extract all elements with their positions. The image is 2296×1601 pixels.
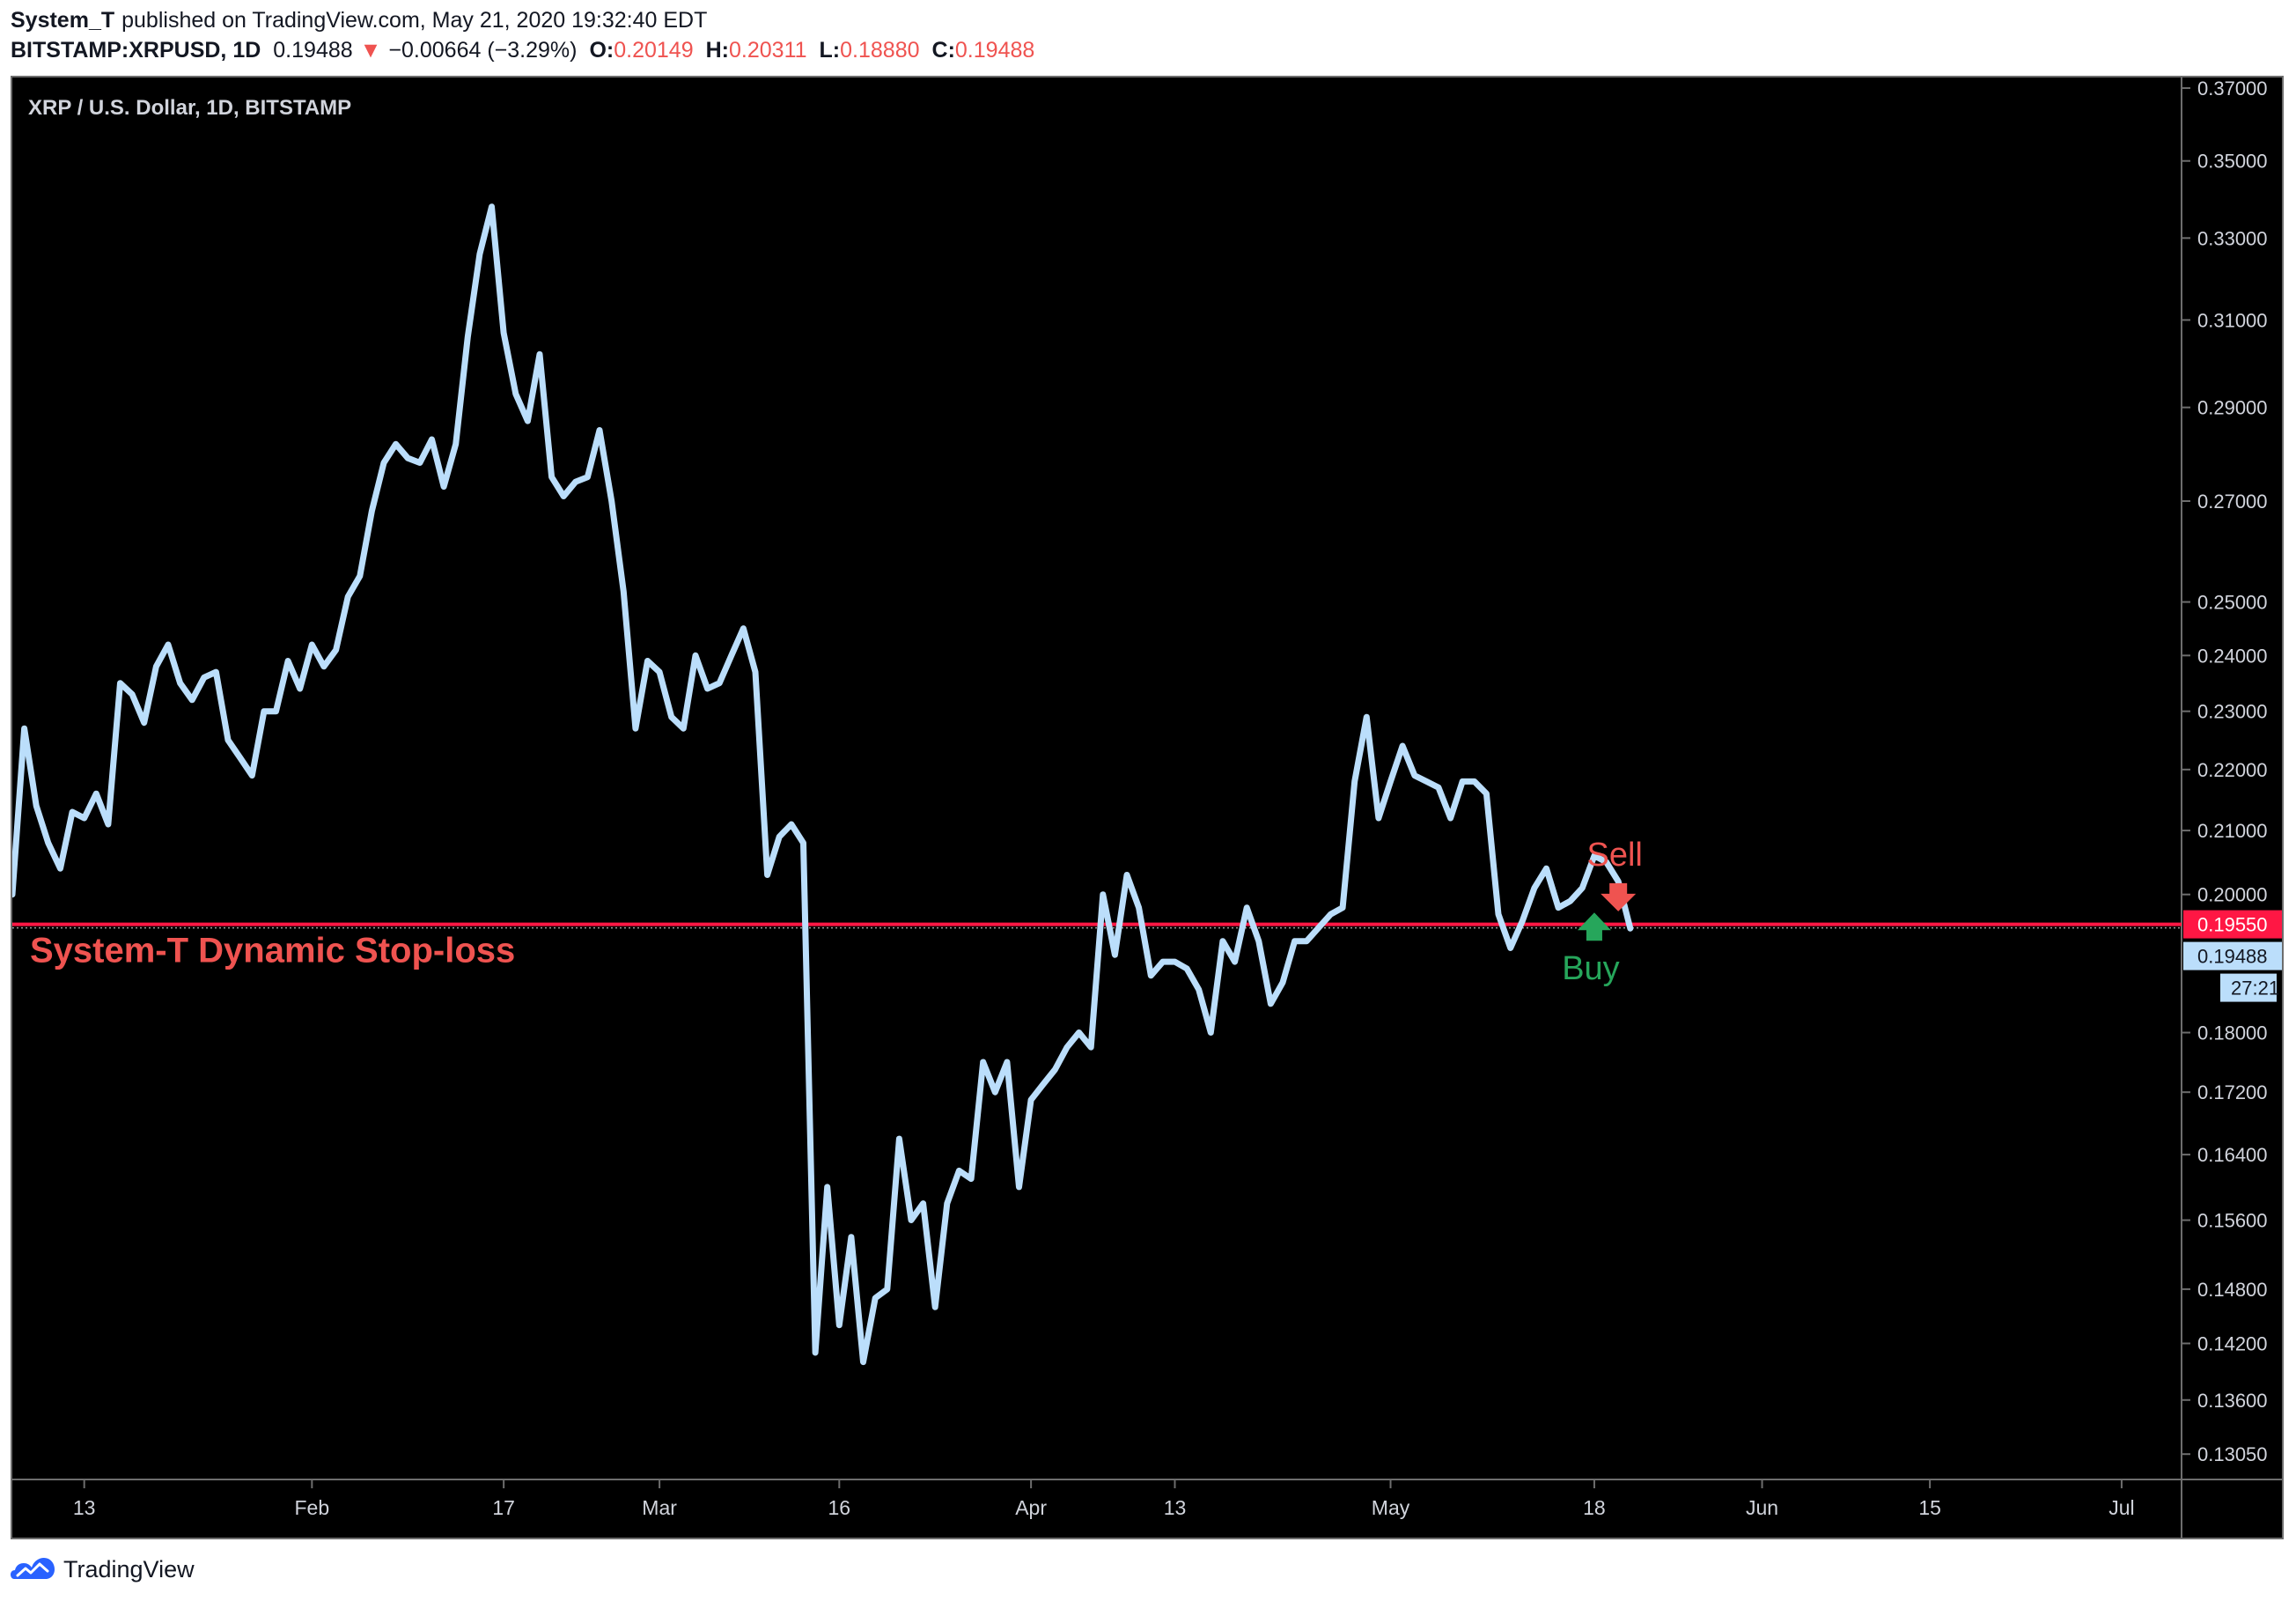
price-tick-label: 0.20000 (2197, 884, 2268, 906)
buy-label: Buy (1562, 950, 1619, 987)
low-value: 0.18880 (840, 38, 920, 63)
sell-signal: Sell (1586, 837, 1643, 911)
stoploss-layer: System-T Dynamic Stop-loss (12, 922, 2182, 970)
publish-line: System_T published on TradingView.com, Ma… (11, 7, 707, 33)
time-tick-label: Feb (295, 1496, 330, 1519)
price-tick-label: 0.13600 (2197, 1390, 2268, 1412)
price-tick-label: 0.18000 (2197, 1022, 2268, 1044)
price-tick-label: 0.14800 (2197, 1279, 2268, 1301)
arrow-up-icon (1577, 912, 1611, 941)
high-label: H: (705, 38, 730, 63)
price-tick-label: 0.21000 (2197, 820, 2268, 842)
time-tick-label: Apr (1015, 1496, 1047, 1519)
price-labels: 0.19550 0.19488 27:21 (2183, 910, 2282, 1002)
price-axis[interactable]: 0.37000 0.35000 0.33000 0.31000 0.29000 0.270… (2182, 77, 2268, 1465)
price-tick-label: 0.22000 (2197, 759, 2268, 781)
countdown-label: 27:21 (2231, 978, 2279, 1000)
chart-area[interactable]: XRP / U.S. Dollar, 1D, BITSTAMP 0.37000 0… (11, 76, 2284, 1539)
pane-borders (12, 77, 2282, 1538)
last-price: 0.19488 (273, 38, 353, 63)
stoploss-label: System-T Dynamic Stop-loss (30, 932, 515, 970)
time-tick-label: Jun (1746, 1496, 1778, 1519)
series-layer (12, 203, 1634, 1366)
time-tick-label: 17 (492, 1496, 515, 1519)
symbol-name[interactable]: BITSTAMP:XRPUSD, 1D (11, 38, 261, 63)
time-tick-label: Mar (642, 1496, 677, 1519)
price-tick-label: 0.23000 (2197, 701, 2268, 723)
price-change: −0.00664 (−3.29%) (388, 38, 578, 63)
price-tick-label: 0.33000 (2197, 227, 2268, 249)
low-label: L: (819, 38, 841, 63)
footer: TradingView (11, 1552, 195, 1587)
time-tick-label: 13 (73, 1496, 96, 1519)
stoploss-price-label: 0.19550 (2197, 914, 2268, 936)
price-tick-label: 0.27000 (2197, 491, 2268, 513)
time-tick-label: 18 (1583, 1496, 1606, 1519)
price-tick-label: 0.16400 (2197, 1144, 2268, 1166)
time-tick-label: 13 (1164, 1496, 1187, 1519)
countdown-badge (2220, 973, 2277, 1002)
symbol-line: BITSTAMP:XRPUSD, 1D 0.19488 ▼ −0.00664 (−3.… (11, 37, 1034, 63)
time-tick-label: 16 (828, 1496, 851, 1519)
last-price-badge (2183, 941, 2282, 970)
brand-name[interactable]: TradingView (63, 1555, 195, 1583)
open-value: 0.20149 (614, 38, 694, 63)
change-down-icon: ▼ (359, 38, 382, 63)
time-tick-label: 15 (1918, 1496, 1941, 1519)
sell-label: Sell (1586, 837, 1642, 874)
time-tick-label: Jul (2108, 1496, 2134, 1519)
close-label: C: (931, 38, 955, 63)
stoploss-price-badge (2183, 910, 2282, 939)
signal-layer: Sell Buy (1562, 837, 1643, 987)
time-axis[interactable]: 13 Feb 17 Mar 16 Apr 13 May 18 Jun 15 Jul (73, 1479, 2135, 1519)
time-tick-label: May (1372, 1496, 1410, 1519)
price-tick-label: 0.24000 (2197, 645, 2268, 667)
price-chart[interactable]: XRP / U.S. Dollar, 1D, BITSTAMP 0.370000… (12, 77, 2282, 1538)
tradingview-logo-icon[interactable] (11, 1556, 55, 1583)
chart-title: XRP / U.S. Dollar, 1D, BITSTAMP (28, 96, 351, 120)
price-tick-label: 0.35000 (2197, 151, 2268, 173)
buy-signal: Buy (1562, 912, 1620, 987)
price-tick-label: 0.37000 (2197, 77, 2268, 100)
close-value: 0.19488 (954, 38, 1035, 63)
price-tick-label: 0.14200 (2197, 1333, 2268, 1355)
price-tick-label: 0.15600 (2197, 1210, 2268, 1232)
price-tick-label: 0.13050 (2197, 1443, 2268, 1465)
price-tick-label: 0.29000 (2197, 397, 2268, 419)
author-name[interactable]: System_T (11, 8, 115, 33)
chart-header: System_T published on TradingView.com, Ma… (0, 0, 2296, 69)
high-value: 0.20311 (729, 38, 807, 63)
publish-info: published on TradingView.com, May 21, 20… (121, 8, 708, 33)
open-label: O: (589, 38, 614, 63)
last-price-label: 0.19488 (2197, 946, 2268, 968)
price-tick-label: 0.25000 (2197, 592, 2268, 614)
price-tick-label: 0.31000 (2197, 309, 2268, 331)
arrow-down-icon (1601, 882, 1637, 911)
price-series-line (12, 203, 1634, 1366)
price-tick-label: 0.17200 (2197, 1081, 2268, 1103)
